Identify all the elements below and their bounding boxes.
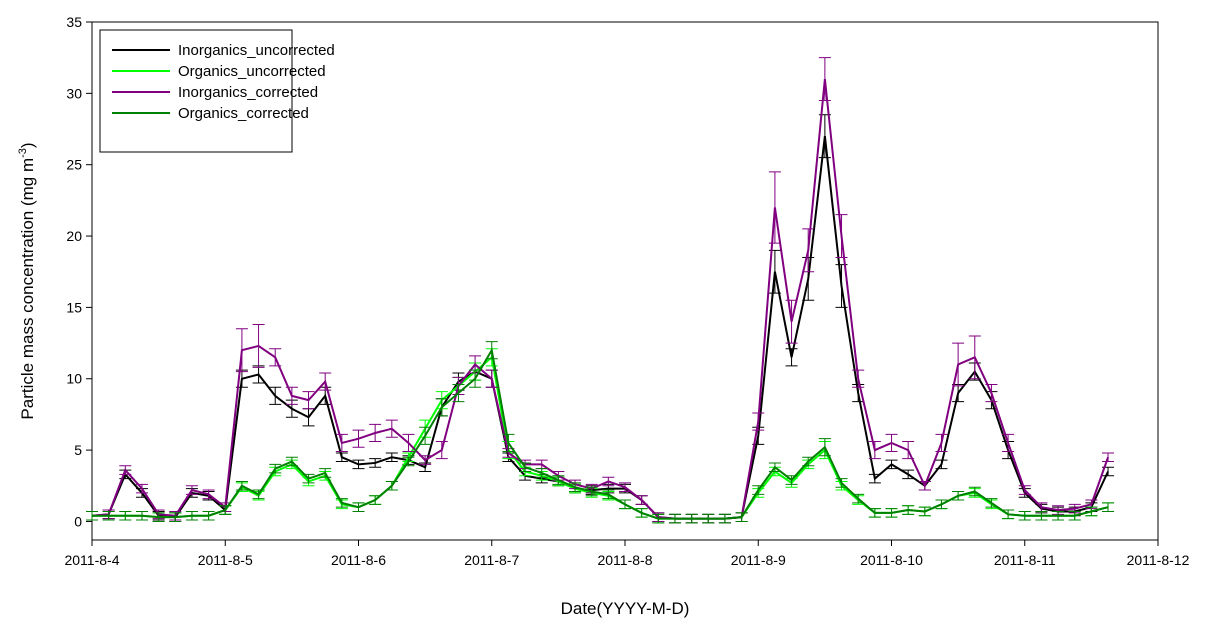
y-tick-label: 30 [66,85,82,101]
x-tick-label: 2011-8-10 [860,552,923,568]
legend-label: Organics_uncorrected [178,63,326,80]
legend-label: Inorganics_uncorrected [178,42,335,59]
series-line [91,78,1109,520]
y-tick-label: 20 [66,228,82,244]
series [86,57,1115,524]
y-tick-label: 35 [66,14,82,30]
y-axis-label-sup: -3 [17,148,29,158]
x-tick-label: 2011-8-7 [464,552,519,568]
y-axis-label: Particle mass concentration (mg m-3) [17,142,37,419]
series [86,341,1115,524]
series-line [92,355,1109,520]
series-line [92,347,1109,520]
x-tick-label: 2011-8-8 [597,552,652,568]
legend-label: Organics_corrected [178,105,309,122]
y-tick-label: 15 [66,299,82,315]
x-tick-label: 2011-8-4 [64,552,119,568]
y-tick-label: 25 [66,157,82,173]
error-bar [1102,502,1115,512]
x-axis-label: Date(YYYY-M-D) [561,599,690,618]
y-axis-label-end: ) [18,142,37,148]
y-tick-label: 10 [66,371,82,387]
series [86,114,1115,524]
x-tick-label: 2011-8-5 [198,552,253,568]
x-tick-label: 2011-8-6 [331,552,386,568]
x-tick-label: 2011-8-11 [994,552,1056,568]
legend-label: Inorganics_corrected [178,84,318,101]
y-axis-label-main: Particle mass concentration (mg m [18,158,37,420]
series-line [91,136,1109,520]
x-tick-label: 2011-8-12 [1127,552,1190,568]
x-tick-label: 2011-8-9 [731,552,786,568]
y-tick-label: 5 [74,442,82,458]
y-tick-label: 0 [74,513,82,529]
